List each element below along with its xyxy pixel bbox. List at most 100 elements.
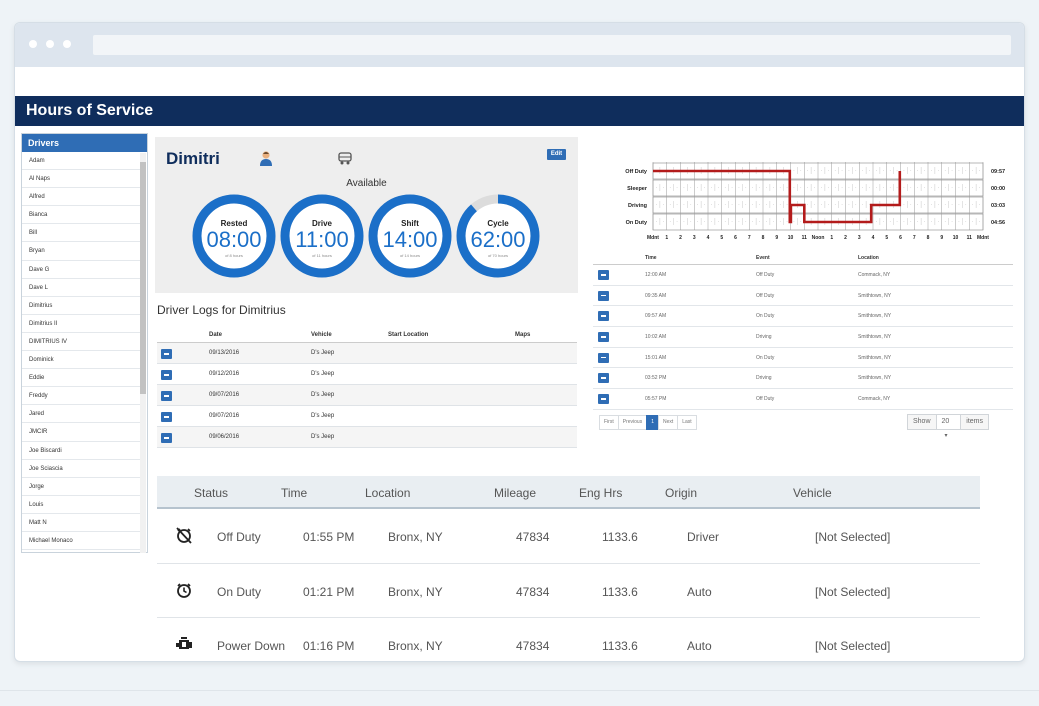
driver-list-item[interactable]: DIMITRIUS IV (22, 333, 141, 352)
driver-list-item[interactable]: Freddy (22, 387, 141, 406)
event-event: Driving (756, 375, 772, 382)
table-header: Date Vehicle Start Location Maps (157, 325, 577, 343)
gauge-ring (368, 194, 452, 278)
chart-row-total: 03:03 (991, 203, 1005, 209)
chart-tick-label: 10 (953, 235, 959, 241)
event-time: 15:01 AM (645, 354, 667, 361)
driver-list-item[interactable]: Dominick (22, 351, 141, 370)
collapse-icon[interactable] (161, 349, 172, 359)
collapse-icon[interactable] (161, 412, 172, 422)
gauge-ring (456, 194, 540, 278)
pager-last[interactable]: Last (677, 415, 697, 430)
pager-previous[interactable]: Previous (617, 415, 648, 430)
driver-list-item[interactable]: Dave L (22, 279, 141, 297)
driver-name: Dimitri (166, 149, 220, 168)
driver-list-item[interactable]: Joe Biscardi (22, 442, 141, 460)
chart-tick-label: Mdnt (977, 235, 989, 241)
table-row[interactable]: 10:02 AM Driving Smithtown, NY (593, 327, 1013, 348)
collapse-icon[interactable] (161, 370, 172, 380)
event-location: Commack, NY (858, 272, 891, 278)
column-location: Location (365, 486, 411, 500)
event-time: 10:02 AM (645, 334, 667, 341)
chart-tick-label: 4 (707, 235, 710, 241)
column-eng-hrs: Eng Hrs (579, 486, 623, 500)
chart-tick-label: Noon (812, 235, 825, 241)
driver-list-item[interactable]: Louis (22, 496, 141, 514)
driver-list-item[interactable]: Bill (22, 224, 141, 243)
event-time: 09:35 AM (645, 292, 667, 299)
chart-row-label: Sleeper (627, 186, 648, 192)
page-size-select[interactable]: 20 ▾ (935, 414, 962, 439)
driver-list-item[interactable]: Adam (22, 152, 141, 171)
collapse-icon[interactable] (161, 433, 172, 443)
status-origin: Auto (687, 639, 712, 653)
driver-list-item[interactable]: Eddie (22, 369, 141, 388)
address-bar[interactable] (93, 35, 1011, 55)
collapse-icon[interactable] (598, 373, 609, 384)
driver-status: Available (346, 178, 387, 189)
edit-button[interactable]: Edit (547, 149, 566, 160)
browser-chrome (15, 23, 1024, 67)
chart-tick-label: 11 (802, 235, 808, 241)
table-row[interactable]: 09/13/2016 D's Jeep (157, 343, 577, 364)
table-row[interactable]: 09:35 AM Off Duty Smithtown, NY (593, 286, 1013, 307)
engine-icon (176, 637, 192, 649)
gauge-cycle: Cycle 62:00 of 70 hours (455, 193, 541, 279)
table-row[interactable]: 09/06/2016 D's Jeep (157, 427, 577, 448)
pagination: First Previous 1 Next Last (599, 415, 697, 430)
table-row[interactable]: On Duty 01:21 PM Bronx, NY 47834 1133.6 Auto [… (157, 564, 980, 618)
driver-list-item[interactable]: Bryan (22, 242, 141, 261)
table-row[interactable]: 15:01 AM On Duty Smithtown, NY (593, 348, 1013, 369)
driver-list-item[interactable]: Dimitrius (22, 297, 141, 315)
status-mileage: 47834 (516, 530, 550, 544)
gauge-value: 14:00 (382, 227, 438, 252)
driver-list-item[interactable]: Al Naps (22, 170, 141, 189)
chart-tick-label: 9 (940, 235, 943, 241)
driver-list-item[interactable]: Jared (22, 405, 141, 424)
table-row[interactable]: 09/07/2016 D's Jeep (157, 385, 577, 406)
drivers-scrollbar-thumb[interactable] (140, 162, 146, 394)
driver-list-item[interactable]: Bianca (22, 206, 141, 225)
driver-list-item[interactable]: Alfred (22, 188, 141, 207)
driver-list-item[interactable]: Joe Sciascia (22, 460, 141, 478)
table-row[interactable]: 05:57 PM Off Duty Commack, NY (593, 389, 1013, 410)
collapse-icon[interactable] (161, 391, 172, 401)
driver-list-item[interactable]: Matt N (22, 514, 141, 532)
event-event: On Duty (756, 313, 775, 320)
collapse-icon[interactable] (598, 311, 609, 322)
table-row[interactable]: Off Duty 01:55 PM Bronx, NY 47834 1133.6 Driv… (157, 509, 980, 564)
duty-status-chart: Off Duty 09:57 Sleeper 00:00 Driving 03:03 On … (625, 162, 1005, 241)
event-time: 03:52 PM (645, 375, 667, 382)
event-time: 12:00 AM (645, 272, 667, 278)
driver-list-item[interactable]: Michael Monaco (22, 532, 141, 551)
pager-first[interactable]: First (599, 415, 619, 430)
table-row[interactable]: Power Down 01:16 PM Bronx, NY 47834 1133.6 Au… (157, 618, 980, 661)
collapse-icon[interactable] (598, 332, 609, 343)
status-status: Power Down (217, 639, 286, 653)
driver-list-item[interactable]: Dimitrius II (22, 315, 141, 333)
driver-list-item[interactable]: Jorge (22, 478, 141, 496)
table-row[interactable]: 03:52 PM Driving Smithtown, NY (593, 368, 1013, 390)
table-header: Status Time Location Mileage Eng Hrs Ori… (157, 476, 980, 509)
chart-tick-label: 8 (927, 235, 930, 241)
page-size-control: Show 20 ▾ items (907, 414, 990, 439)
table-row[interactable]: 09:57 AM On Duty Smithtown, NY (593, 306, 1013, 328)
table-row[interactable]: 09/12/2016 D's Jeep (157, 364, 577, 385)
collapse-icon[interactable] (598, 290, 609, 301)
driver-list-item[interactable]: JMCIR (22, 423, 141, 442)
pager-next[interactable]: Next (657, 415, 679, 430)
status-mileage: 47834 (516, 639, 550, 653)
chart-tick-label: 4 (872, 235, 875, 241)
show-label: Show (907, 414, 937, 430)
gauge-subtitle: of 14 hours (399, 253, 420, 258)
driver-list-item[interactable]: Dave G (22, 261, 141, 279)
log-vehicle: D's Jeep (311, 371, 335, 377)
collapse-icon[interactable] (598, 270, 609, 280)
status-origin: Auto (687, 584, 712, 599)
table-row[interactable]: 09/07/2016 D's Jeep (157, 406, 577, 427)
table-row[interactable]: 12:00 AM Off Duty Commack, NY (593, 265, 1013, 286)
status-vehicle: [Not Selected] (815, 530, 891, 544)
collapse-icon[interactable] (598, 394, 609, 405)
collapse-icon[interactable] (598, 352, 609, 363)
gauge-value: 08:00 (206, 227, 262, 252)
